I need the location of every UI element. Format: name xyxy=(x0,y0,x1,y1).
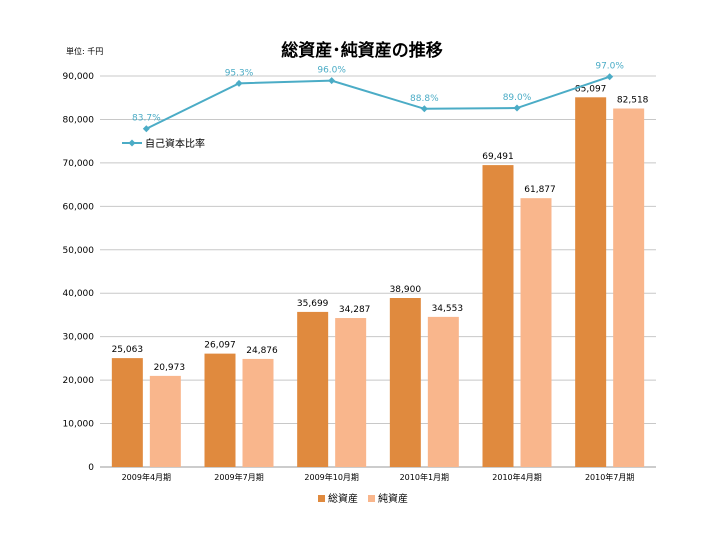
data-label: 61,877 xyxy=(524,185,556,195)
bar-legend: 総資産 純資産 xyxy=(318,492,408,505)
data-label: 85,097 xyxy=(575,84,607,94)
bar xyxy=(427,316,459,467)
y-tick-label: 40,000 xyxy=(63,289,95,299)
data-label: 82,518 xyxy=(617,96,649,106)
bar xyxy=(297,311,329,467)
ratio-point xyxy=(513,104,521,112)
x-tick-label: 2010年4月期 xyxy=(492,472,541,482)
y-tick-label: 60,000 xyxy=(63,202,95,212)
y-tick-label: 0 xyxy=(88,463,94,473)
ratio-point xyxy=(328,77,336,85)
legend-swatch xyxy=(318,495,325,502)
legend-line-marker xyxy=(128,139,136,147)
data-label: 34,287 xyxy=(339,305,371,315)
y-tick-label: 20,000 xyxy=(63,376,95,386)
ratio-line: 83.7% 95.3% 96.0% 88.8% 89.0% 97.0% xyxy=(132,62,624,133)
data-label: 34,553 xyxy=(432,304,464,314)
ratio-point xyxy=(235,79,243,87)
y-tick-label: 30,000 xyxy=(63,333,95,343)
ratio-label: 97.0% xyxy=(595,62,624,72)
x-tick-label: 2010年1月期 xyxy=(400,472,449,482)
legend-line-label: 自己資本比率 xyxy=(145,137,205,150)
ratio-label: 95.3% xyxy=(225,68,254,78)
ratio-label: 89.0% xyxy=(503,93,532,103)
x-tick-label: 2010年7月期 xyxy=(585,472,634,482)
ratio-label: 83.7% xyxy=(132,114,161,124)
data-label: 24,876 xyxy=(246,346,278,356)
bars: 25,063 20,973 26,097 24,876 35,699 34,287 38,9… xyxy=(111,84,649,468)
y-tick-label: 10,000 xyxy=(63,420,95,430)
bar xyxy=(613,108,645,468)
y-tick-label: 50,000 xyxy=(63,246,95,256)
data-label: 35,699 xyxy=(297,299,329,309)
x-tick-label: 2009年4月期 xyxy=(122,472,171,482)
bar xyxy=(242,358,274,467)
bar xyxy=(575,97,607,467)
bar xyxy=(335,318,367,467)
x-tick-label: 2009年7月期 xyxy=(214,472,263,482)
data-label: 69,491 xyxy=(482,152,514,162)
y-tick-label: 90,000 xyxy=(63,72,95,82)
bar xyxy=(482,165,514,467)
x-axis: 2009年4月期 2009年7月期 2009年10月期 2010年1月期 2010年4月… xyxy=(122,472,635,482)
line-legend: 自己資本比率 xyxy=(122,137,205,150)
legend-label: 総資産 xyxy=(328,492,358,505)
x-tick-label: 2009年10月期 xyxy=(304,472,359,482)
data-label: 20,973 xyxy=(154,363,186,373)
ratio-point xyxy=(142,125,150,133)
y-tick-label: 70,000 xyxy=(63,159,95,169)
data-label: 25,063 xyxy=(112,345,144,355)
y-tick-label: 80,000 xyxy=(63,115,95,125)
ratio-line-path xyxy=(145,75,610,130)
ratio-point xyxy=(420,105,428,113)
data-label: 26,097 xyxy=(204,341,236,351)
bar xyxy=(389,298,421,467)
bar xyxy=(111,358,143,467)
bar xyxy=(520,198,552,467)
bar xyxy=(204,353,236,467)
legend-swatch xyxy=(368,495,375,502)
y-axis: 0 10,000 20,000 30,000 40,000 50,000 60,000 70,… xyxy=(63,72,95,473)
chart-title: 総資産･純資産の推移 xyxy=(281,40,443,61)
data-label: 38,900 xyxy=(390,285,422,295)
gridlines xyxy=(100,75,656,468)
ratio-point xyxy=(606,73,614,81)
legend-label: 純資産 xyxy=(378,492,408,505)
ratio-label: 96.0% xyxy=(317,66,346,76)
bar xyxy=(149,375,181,467)
unit-label: 単位: 千円 xyxy=(66,46,103,56)
ratio-label: 88.8% xyxy=(410,94,439,104)
